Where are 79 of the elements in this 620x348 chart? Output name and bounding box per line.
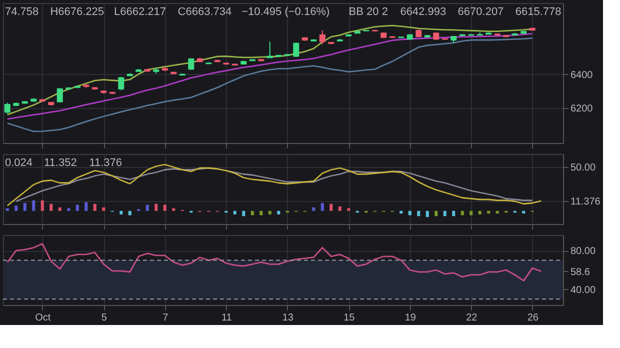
annotation: 74.758 [5,6,39,18]
bar [426,210,429,217]
bar [408,210,412,216]
bar [40,200,44,211]
bar [434,210,438,216]
bar [460,210,464,216]
x-tick-label: 11 [221,312,232,324]
bar [163,204,166,211]
bar [452,210,456,216]
bar [522,210,526,214]
y-tick-label: 50.00 [570,162,596,174]
x-tick-label: 7 [162,312,169,324]
x-tick-label: 15 [344,312,356,324]
annotation: 6670.207 [458,6,504,18]
bar [478,210,482,214]
bar [260,210,263,216]
annotation: 6615.778 [515,6,562,18]
bar [23,203,26,211]
x-tick-label: 22 [466,312,478,324]
bar [400,210,403,214]
bar [128,210,132,216]
annotation: 11.352 [44,157,77,169]
x-tick-label: Oct [35,312,51,324]
candlestick [56,88,63,103]
x-tick-label: 5 [101,312,108,324]
bar [338,206,342,211]
y-tick-label: 40.00 [570,284,596,296]
bar [277,210,280,214]
bar [487,210,490,214]
bar [93,204,96,211]
candlestick [266,41,273,58]
line-series [15,167,534,202]
y-tick-label: 58.6 [570,266,590,278]
bar [320,203,324,211]
bar [154,204,158,211]
annotation: −10.495 (−0.16%) [242,6,330,18]
bar [172,208,176,211]
candlestick [118,76,124,91]
line-series [6,38,534,132]
x-tick-label: 13 [282,312,294,324]
annotation: 11.376 [89,157,122,169]
bar [496,210,499,214]
annotation: 6642.993 [400,6,446,18]
bar [84,202,88,211]
y-tick-label: 6200 [570,103,594,114]
bar [120,210,123,214]
bar [443,210,446,216]
annotation: C6663.734 [178,6,232,18]
y-tick-label: 6400 [570,70,594,81]
candlestick [319,30,326,45]
bar [146,204,149,211]
bar [250,210,254,216]
bar [470,210,473,216]
bar [312,207,316,211]
annotation: 0.024 [5,157,33,169]
bar [32,200,36,211]
bar [67,208,70,211]
annotation: L6662.217 [114,6,166,18]
bar [6,208,9,211]
bar [50,204,53,211]
candlestick [293,42,300,58]
bar [268,210,272,214]
bar [76,204,79,211]
annotation: BB 20 2 [348,6,388,18]
bar [347,208,350,211]
bar [58,207,62,211]
x-tick-label: 26 [527,312,539,324]
bar [14,206,18,211]
y-tick-label: 80.00 [570,246,596,258]
annotation: H6676.225 [50,6,104,18]
bar [102,207,106,211]
bar [417,210,420,216]
bar [330,204,333,211]
candlestick [4,102,10,114]
bar [242,210,246,216]
bar [233,210,236,214]
y-tick-label: 11.376 [570,196,601,208]
x-tick-label: 19 [404,312,416,324]
line-series [6,243,542,282]
